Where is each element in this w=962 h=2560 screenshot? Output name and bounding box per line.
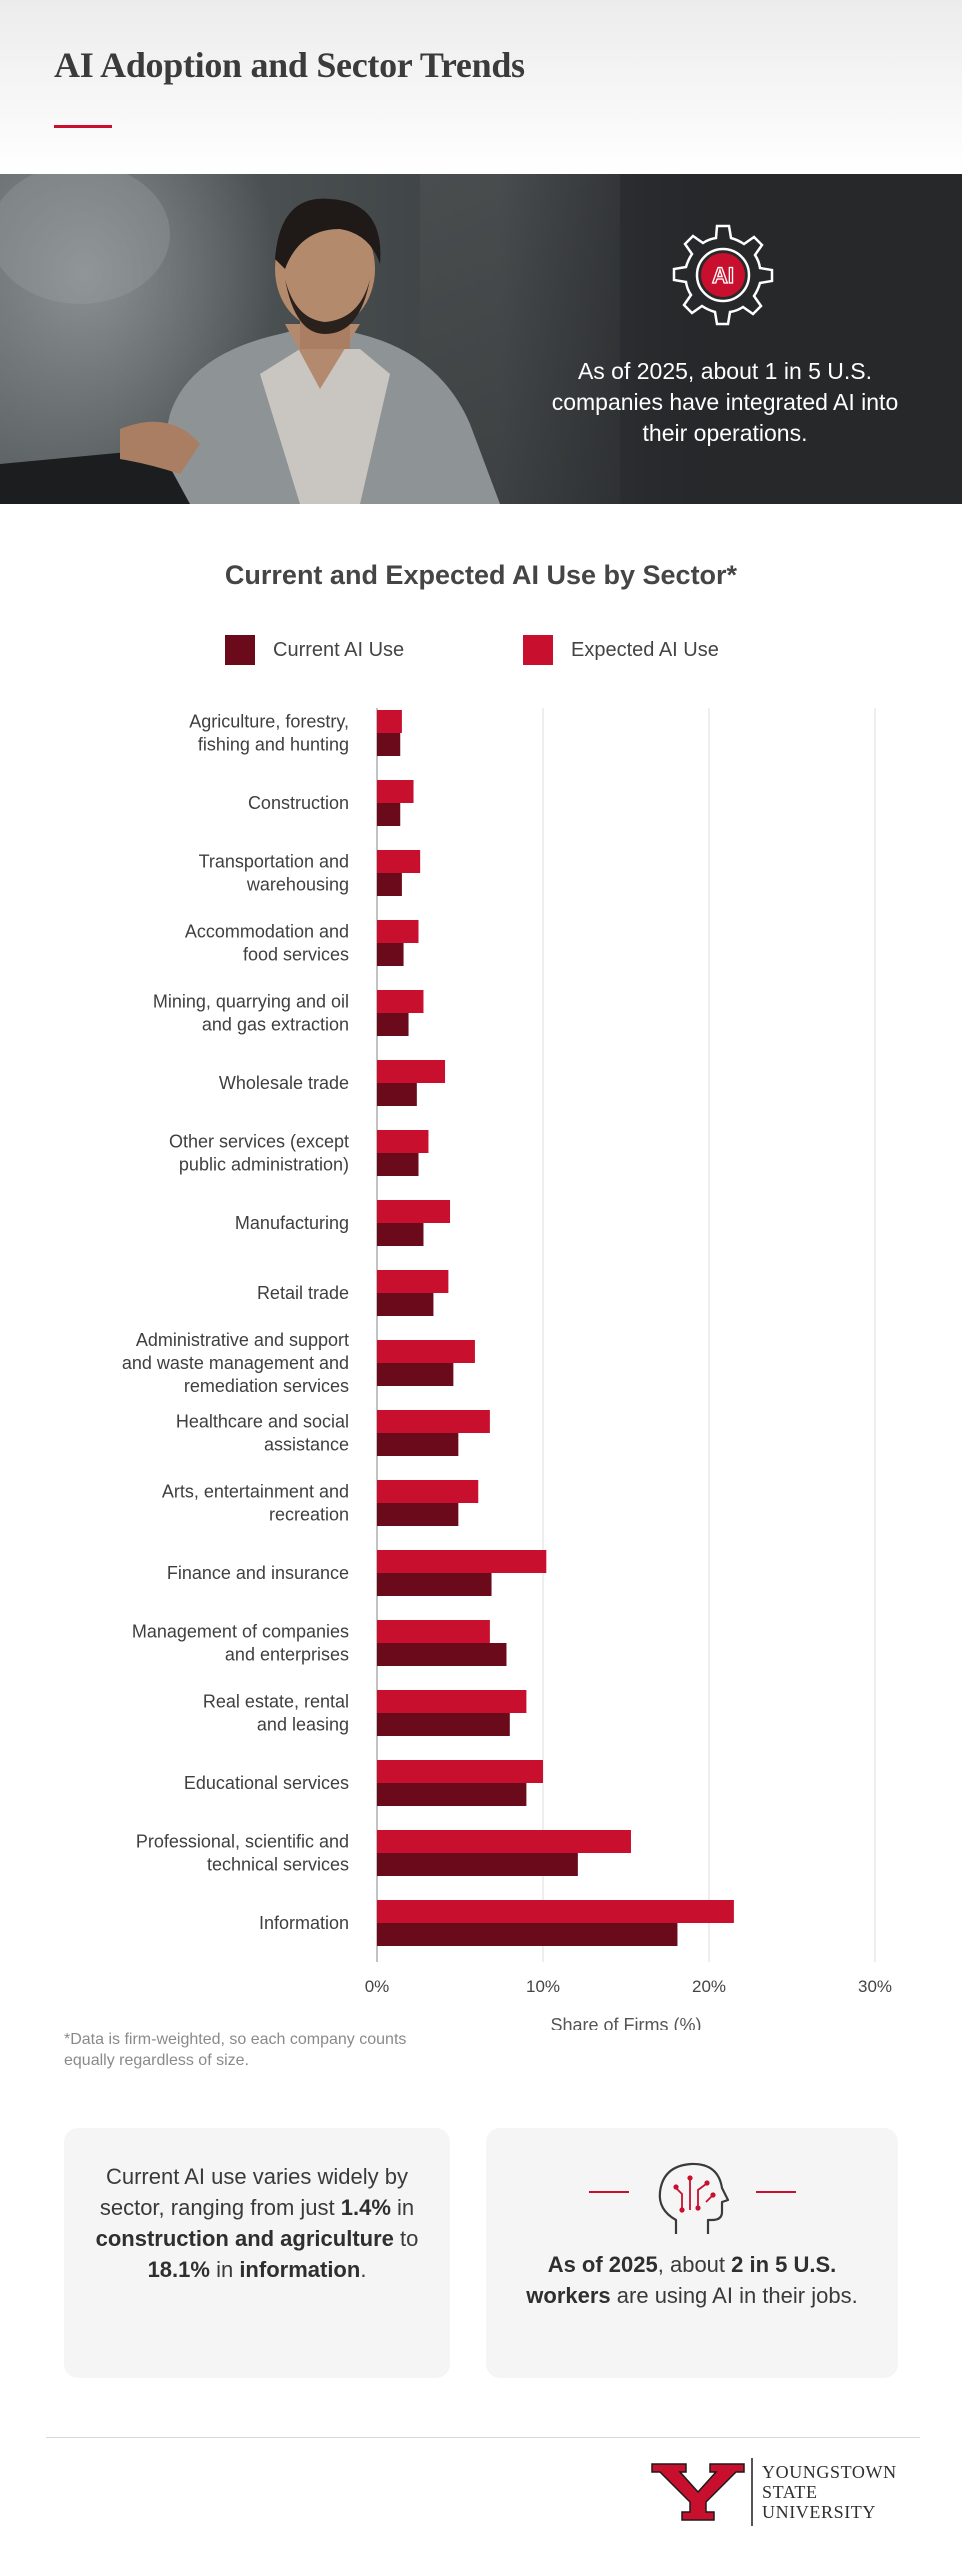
ai-gear-icon: AI — [672, 224, 774, 326]
chart-footnote: *Data is firm-weighted, so each company … — [64, 2031, 407, 2069]
bar-expected — [377, 710, 402, 733]
category-label: Transportation and — [199, 852, 349, 872]
x-tick-label: 20% — [692, 1977, 726, 1996]
bar-current — [377, 1573, 492, 1596]
legend-current: Current AI Use — [225, 634, 404, 666]
brain-circuit-icon — [589, 2162, 796, 2234]
bar-expected — [377, 1480, 479, 1503]
category-label: Wholesale trade — [219, 1073, 349, 1093]
category-label: Mining, quarrying and oil — [153, 992, 349, 1012]
page-header: AI Adoption and Sector Trends — [0, 0, 962, 174]
category-label: and leasing — [257, 1715, 349, 1735]
bar-expected — [377, 1760, 543, 1783]
chart-title: Current and Expected AI Use by Sector* — [224, 560, 738, 590]
category-label: public administration) — [179, 1155, 349, 1175]
legend-expected: Expected AI Use — [523, 634, 719, 666]
bar-current — [377, 1503, 459, 1526]
category-label: and enterprises — [225, 1645, 349, 1665]
category-label: Construction — [248, 793, 349, 813]
legend-label-current: Current AI Use — [273, 638, 405, 661]
bar-current — [377, 733, 401, 756]
bar-expected — [377, 1830, 631, 1853]
category-label: Professional, scientific and — [136, 1832, 349, 1852]
bar-expected — [377, 920, 419, 943]
category-label: and waste management and — [122, 1353, 349, 1373]
bar-current — [377, 1153, 419, 1176]
category-label: Management of companies — [132, 1622, 349, 1642]
category-label: technical services — [207, 1855, 349, 1875]
person-at-laptop-image — [0, 174, 500, 504]
bar-expected — [377, 850, 421, 873]
sector-range-text: Current AI use varies widely by sector, … — [95, 2164, 419, 2282]
category-label: Accommodation and — [185, 922, 349, 942]
bar-current — [377, 1223, 424, 1246]
bar-current — [377, 873, 402, 896]
bar-expected — [377, 1200, 451, 1223]
category-label: Healthcare and social — [176, 1412, 349, 1432]
bar-current — [377, 1363, 454, 1386]
legend-swatch-expected — [523, 635, 553, 665]
bar-current — [377, 1293, 434, 1316]
bar-expected — [377, 780, 414, 803]
category-label: remediation services — [184, 1376, 349, 1396]
bar-current — [377, 1643, 507, 1666]
x-tick-label: 0% — [365, 1977, 390, 1996]
bar-expected — [377, 990, 424, 1013]
x-tick-label: 10% — [526, 1977, 560, 1996]
category-label: food services — [243, 945, 349, 965]
bar-expected — [377, 1690, 527, 1713]
category-label: Administrative and support — [136, 1330, 349, 1350]
bar-expected — [377, 1340, 475, 1363]
category-label: Retail trade — [257, 1283, 349, 1303]
category-label: Arts, entertainment and — [162, 1482, 349, 1502]
title-accent-rule — [54, 125, 112, 128]
bar-current — [377, 1013, 409, 1036]
legend-label-expected: Expected AI Use — [571, 638, 719, 661]
hero-overlay — [500, 174, 962, 504]
category-label: Educational services — [184, 1773, 349, 1793]
bar-expected — [377, 1620, 490, 1643]
ysu-logo[interactable]: YOUNGSTOWN STATE UNIVERSITY — [650, 2458, 920, 2528]
x-tick-label: 30% — [858, 1977, 892, 1996]
footer-divider — [46, 2437, 920, 2438]
bar-current — [377, 1083, 417, 1106]
bar-current — [377, 1713, 510, 1736]
bar-current — [377, 1923, 678, 1946]
logo-divider — [751, 2458, 753, 2526]
page-title: AI Adoption and Sector Trends — [54, 45, 525, 85]
category-label: fishing and hunting — [198, 735, 349, 755]
category-label: and gas extraction — [202, 1015, 349, 1035]
hero-banner: AI As of 2025, about 1 in 5 U.S. compani… — [0, 174, 962, 504]
category-label: Information — [259, 1913, 349, 1933]
bar-current — [377, 1433, 459, 1456]
workers-using-ai-card: As of 2025, about 2 in 5 U.S. workers ar… — [486, 2128, 898, 2378]
x-axis-title: Share of Firms (%) — [550, 2015, 701, 2030]
bar-current — [377, 1853, 578, 1876]
category-label: assistance — [264, 1435, 349, 1455]
workers-using-ai-text: As of 2025, about 2 in 5 U.S. workers ar… — [526, 2252, 858, 2308]
ysu-wordmark: YOUNGSTOWN STATE UNIVERSITY — [762, 2462, 897, 2522]
category-label: Manufacturing — [235, 1213, 349, 1233]
bar-current — [377, 1783, 527, 1806]
bar-expected — [377, 1410, 490, 1433]
bar-expected — [377, 1060, 446, 1083]
category-label: Agriculture, forestry, — [189, 712, 349, 732]
ysu-y-mark-icon — [651, 2463, 745, 2521]
bar-expected — [377, 1550, 547, 1573]
sector-bar-chart: 0% 10% 20% 30% Share of Firms (%) Agriculture… — [122, 708, 892, 2030]
category-label: warehousing — [246, 875, 349, 895]
category-label: recreation — [269, 1505, 349, 1525]
category-label: Other services (except — [169, 1132, 349, 1152]
category-label: Real estate, rental — [203, 1692, 349, 1712]
bar-current — [377, 803, 401, 826]
legend-swatch-current — [225, 635, 255, 665]
hero-statement: As of 2025, about 1 in 5 U.S. companies … — [551, 358, 899, 446]
ai-badge-text: AI — [712, 263, 734, 288]
bar-expected — [377, 1270, 449, 1293]
category-label: Finance and insurance — [167, 1563, 349, 1583]
sector-range-card: Current AI use varies widely by sector, … — [64, 2128, 450, 2378]
bar-expected — [377, 1130, 429, 1153]
bar-expected — [377, 1900, 734, 1923]
bar-current — [377, 943, 404, 966]
